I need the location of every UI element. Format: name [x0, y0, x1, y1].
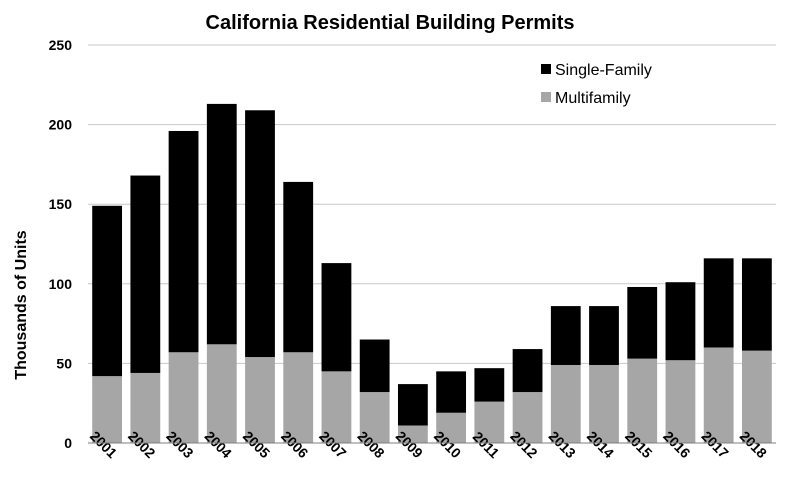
- bar-single-family-2011: [474, 368, 505, 402]
- legend-swatch-multifamily: [541, 92, 551, 102]
- y-tick-label: 0: [64, 435, 72, 451]
- bar-multifamily-2001: [92, 376, 123, 443]
- bar-single-family-2006: [283, 181, 314, 353]
- bar-multifamily-2010: [436, 412, 467, 443]
- bar-multifamily-2017: [703, 347, 734, 443]
- bar-multifamily-2015: [627, 358, 658, 443]
- bar-multifamily-2013: [550, 364, 581, 443]
- bar-single-family-2018: [741, 258, 772, 351]
- bar-multifamily-2005: [245, 357, 275, 443]
- bar-multifamily-2016: [665, 360, 696, 443]
- y-tick-label: 200: [49, 117, 73, 133]
- bar-multifamily-2009: [397, 425, 428, 443]
- y-tick-label: 100: [49, 276, 73, 292]
- legend-label-single-family: Single-Family: [555, 62, 652, 79]
- y-tick-label: 250: [49, 37, 73, 53]
- legend-label-multifamily: Multifamily: [555, 90, 631, 107]
- bar-single-family-2005: [245, 110, 275, 358]
- bar-multifamily-2011: [474, 401, 505, 443]
- chart-title: California Residential Building Permits: [206, 12, 575, 34]
- bars: [92, 103, 772, 443]
- bar-single-family-2012: [512, 349, 543, 393]
- bar-multifamily-2014: [589, 364, 619, 443]
- bar-multifamily-2003: [168, 352, 199, 443]
- bar-single-family-2009: [397, 384, 428, 426]
- bar-single-family-2015: [627, 286, 658, 359]
- bar-single-family-2013: [550, 306, 581, 365]
- bar-multifamily-2007: [321, 371, 352, 443]
- bar-single-family-2004: [206, 103, 237, 345]
- bar-single-family-2017: [703, 258, 734, 348]
- bar-single-family-2001: [92, 205, 123, 377]
- legend-swatch-single-family: [541, 64, 551, 74]
- bar-single-family-2014: [589, 306, 619, 365]
- y-tick-label: 50: [56, 355, 72, 371]
- bar-single-family-2007: [321, 263, 352, 372]
- bar-multifamily-2018: [741, 350, 772, 443]
- bar-multifamily-2006: [283, 352, 314, 443]
- y-axis-label: Thousands of Units: [13, 230, 30, 379]
- bar-multifamily-2004: [206, 344, 237, 443]
- bar-single-family-2008: [359, 339, 390, 393]
- bar-single-family-2016: [665, 282, 696, 361]
- y-axis-ticks: 0 50 100 150 200 250: [49, 37, 73, 451]
- gridlines: [88, 44, 776, 364]
- legend: Single-Family Multifamily: [541, 62, 652, 107]
- y-tick-label: 150: [49, 196, 73, 212]
- bar-single-family-2002: [130, 175, 161, 373]
- bar-multifamily-2012: [512, 392, 543, 443]
- bar-single-family-2010: [436, 371, 467, 413]
- bar-multifamily-2002: [130, 372, 161, 443]
- bar-single-family-2003: [168, 130, 199, 353]
- bar-multifamily-2008: [359, 392, 390, 443]
